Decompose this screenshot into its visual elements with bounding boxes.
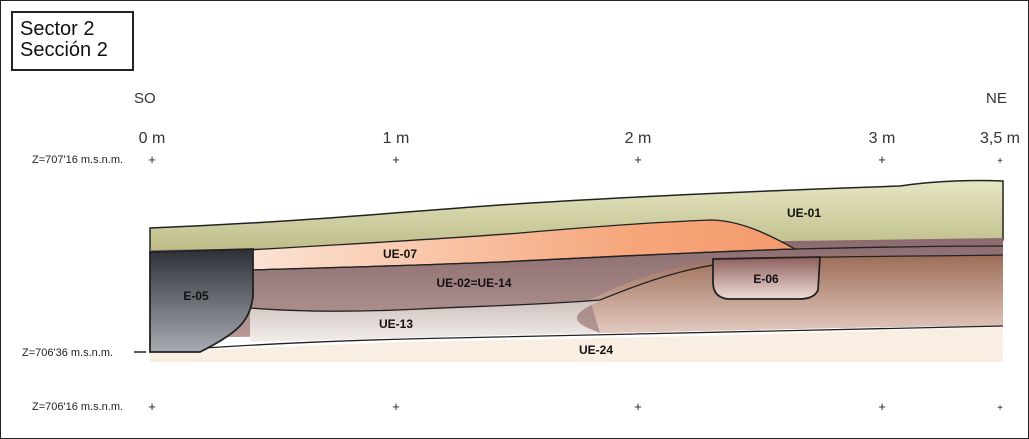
label-ue13: UE-13 (379, 317, 413, 331)
grid-cross: + (148, 399, 156, 414)
orientation-left: SO (134, 90, 156, 107)
grid-cross: + (392, 399, 400, 414)
distance-mark-2: 2 m (625, 130, 652, 147)
label-ue01: UE-01 (787, 206, 821, 220)
grid-cross: + (148, 152, 156, 167)
grid-cross: + (997, 403, 1003, 414)
grid-cross: + (997, 156, 1003, 167)
title-section: Sección 2 (20, 39, 108, 61)
distance-mark-0: 0 m (139, 130, 166, 147)
orientation-right: NE (986, 90, 1007, 107)
label-e05: E-05 (183, 289, 209, 303)
label-ue07: UE-07 (383, 247, 417, 261)
grid-cross: + (878, 399, 886, 414)
label-e06: E-06 (753, 272, 779, 286)
pit-e05 (149, 248, 254, 353)
elevation-middle: Z=706'36 m.s.n.m. (22, 347, 113, 359)
grid-cross: + (392, 152, 400, 167)
pit-e06 (712, 256, 821, 300)
distance-mark-3-5: 3,5 m (980, 130, 1020, 147)
title-sector: Sector 2 (20, 18, 95, 40)
label-ue24: UE-24 (579, 343, 613, 357)
grid-cross: + (634, 152, 642, 167)
layer-ue24 (150, 327, 1003, 362)
distance-mark-1: 1 m (383, 130, 410, 147)
distance-mark-3: 3 m (869, 130, 896, 147)
label-ue02: UE-02=UE-14 (436, 276, 511, 290)
title-box: Sector 2 Sección 2 (11, 11, 134, 71)
grid-cross: + (634, 399, 642, 414)
elevation-top: Z=707'16 m.s.n.m. (32, 154, 123, 166)
grid-cross: + (878, 152, 886, 167)
elevation-bottom: Z=706'16 m.s.n.m. (32, 401, 123, 413)
